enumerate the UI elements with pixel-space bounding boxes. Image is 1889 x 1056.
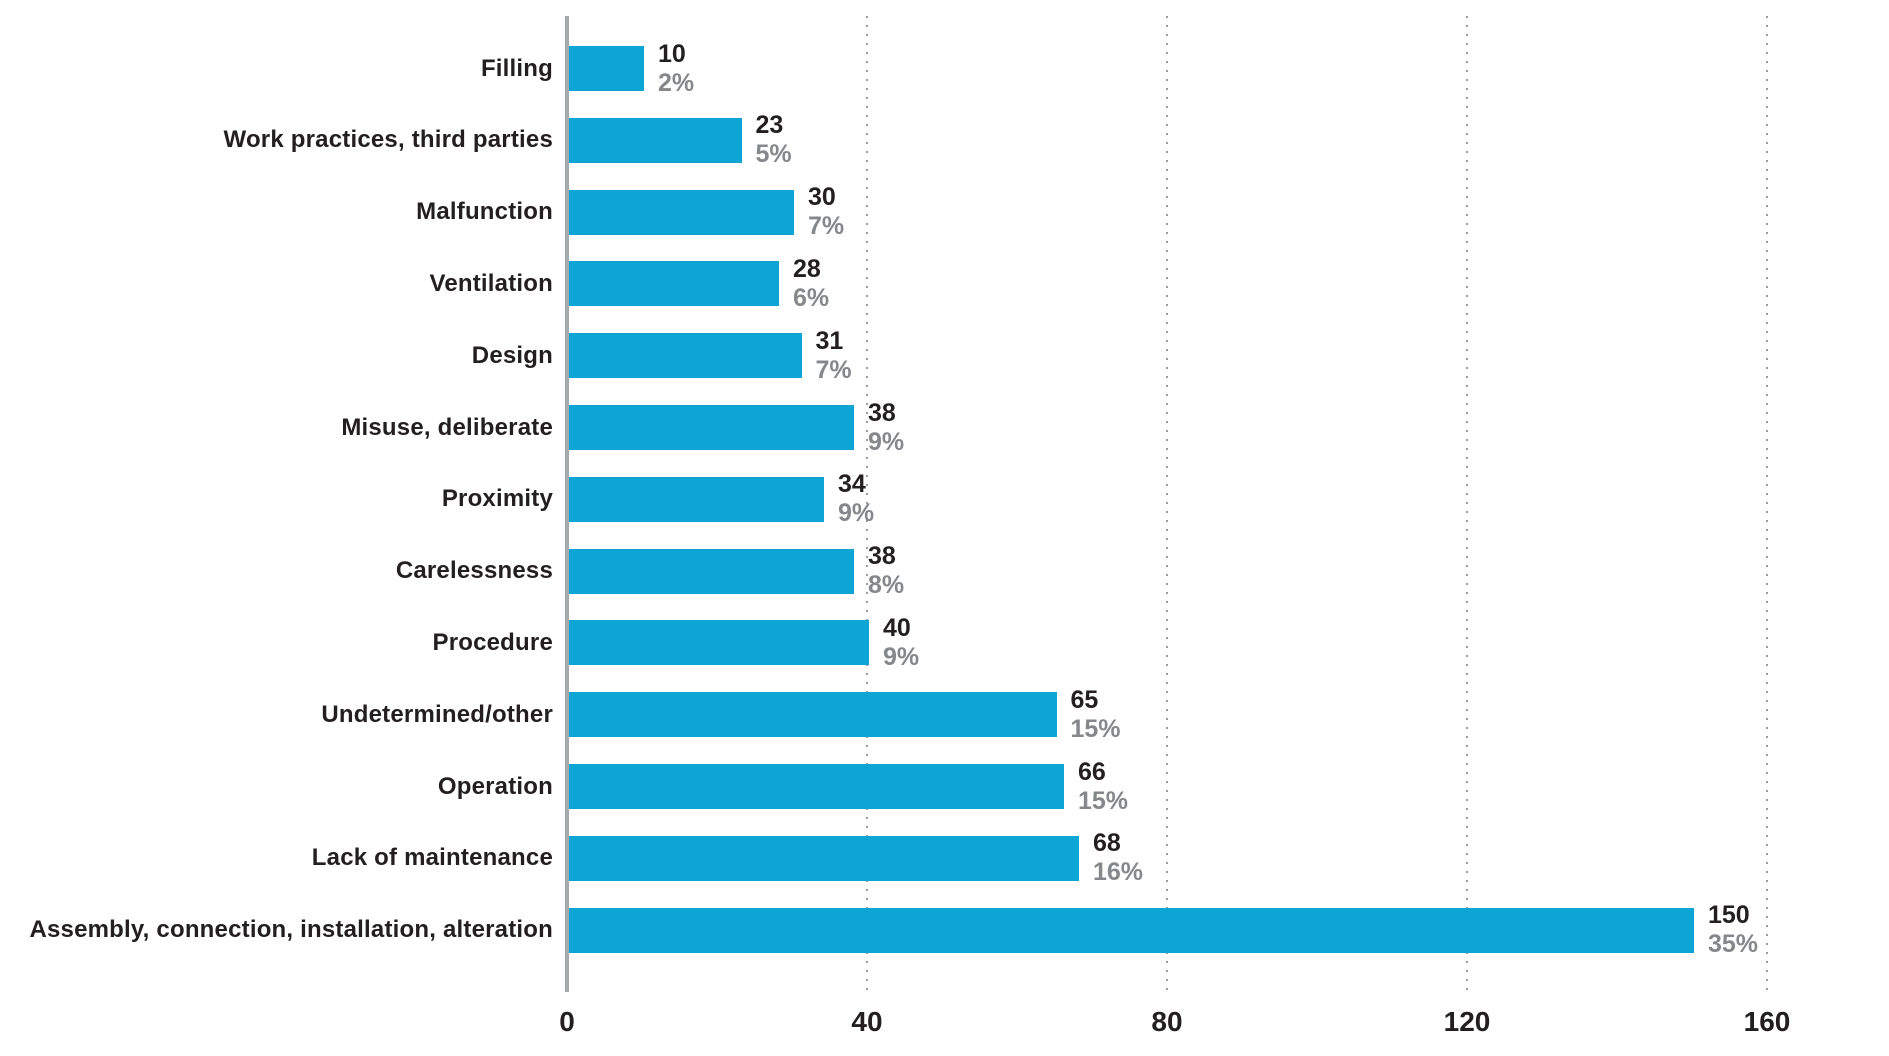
- category-label: Lack of maintenance: [311, 844, 553, 872]
- category-label: Ventilation: [429, 269, 553, 297]
- x-tick-label-0: 0: [559, 1006, 575, 1037]
- category-label: Operation: [437, 772, 553, 800]
- category-label: Work practices, third parties: [223, 126, 553, 154]
- bar-row: Filling 10 2%: [0, 40, 1889, 97]
- value-label-block: 40 9%: [883, 614, 919, 672]
- value-number: 38: [868, 542, 896, 571]
- bar-row: Misuse, deliberate 38 9%: [0, 399, 1889, 456]
- value-percent: 5%: [755, 140, 792, 169]
- category-label: Design: [471, 341, 553, 369]
- value-label-block: 23 5%: [756, 111, 792, 169]
- value-percent: 15%: [1078, 786, 1129, 815]
- bar: [569, 261, 779, 307]
- gridline-40: [866, 16, 868, 992]
- value-number: 38: [868, 398, 896, 427]
- x-tick-label-120: 120: [1443, 1006, 1491, 1037]
- value-number: 10: [658, 39, 686, 68]
- value-label-block: 65 15%: [1071, 686, 1121, 744]
- bar: [569, 548, 854, 594]
- category-label: Undetermined/other: [321, 700, 553, 728]
- bar-row: Malfunction 30 7%: [0, 183, 1889, 240]
- gridline-120: [1466, 16, 1468, 992]
- value-percent: 8%: [868, 571, 905, 600]
- value-percent: 15%: [1070, 714, 1121, 743]
- category-label: Assembly, connection, installation, alte…: [29, 916, 553, 944]
- bar-row: Operation 66 15%: [0, 758, 1889, 815]
- value-label-block: 66 15%: [1078, 758, 1128, 816]
- value-label-block: 34 9%: [838, 470, 874, 528]
- bar: [569, 620, 869, 666]
- bar-row: Assembly, connection, installation, alte…: [0, 901, 1889, 958]
- value-label-block: 38 9%: [868, 399, 904, 457]
- x-tick-label-40: 40: [851, 1006, 883, 1037]
- value-label-block: 28 6%: [793, 255, 829, 313]
- bar: [569, 907, 1694, 953]
- value-percent: 6%: [793, 283, 830, 312]
- value-number: 66: [1078, 757, 1106, 786]
- y-axis-line: [565, 16, 569, 992]
- bar-row: Proximity 34 9%: [0, 470, 1889, 527]
- value-number: 23: [755, 111, 784, 140]
- bar-row: Ventilation 28 6%: [0, 255, 1889, 312]
- value-number: 40: [883, 613, 911, 642]
- bar: [569, 476, 824, 522]
- value-number: 28: [793, 254, 821, 283]
- x-tick-label-160: 160: [1743, 1006, 1791, 1037]
- value-percent: 7%: [808, 212, 845, 241]
- bar-row: Lack of maintenance 68 16%: [0, 829, 1889, 886]
- bar: [569, 189, 794, 235]
- value-number: 65: [1070, 685, 1099, 714]
- value-percent: 9%: [838, 499, 875, 528]
- value-percent: 35%: [1708, 930, 1759, 959]
- category-label: Proximity: [441, 485, 553, 513]
- category-label: Malfunction: [416, 198, 553, 226]
- gridline-160: [1766, 16, 1768, 992]
- value-label-block: 68 16%: [1093, 829, 1143, 887]
- bar-row: Work practices, third parties 23 5%: [0, 111, 1889, 168]
- bar: [569, 835, 1079, 881]
- value-number: 150: [1708, 901, 1750, 930]
- category-label: Misuse, deliberate: [341, 413, 553, 441]
- category-label: Filling: [480, 54, 553, 82]
- value-percent: 7%: [815, 355, 852, 384]
- bar: [569, 692, 1057, 738]
- gridline-80: [1166, 16, 1168, 992]
- value-label-block: 30 7%: [808, 183, 844, 241]
- bar: [569, 46, 644, 91]
- value-percent: 2%: [658, 68, 695, 97]
- value-percent: 9%: [883, 642, 920, 671]
- value-number: 31: [815, 326, 844, 355]
- x-tick-label-80: 80: [1151, 1006, 1183, 1037]
- bar: [569, 117, 742, 163]
- category-label: Carelessness: [395, 557, 553, 585]
- bar: [569, 333, 802, 379]
- bar-row: Procedure 40 9%: [0, 614, 1889, 671]
- value-label-block: 31 7%: [816, 327, 852, 385]
- bar-row: Carelessness 38 8%: [0, 542, 1889, 599]
- bar-row: Undetermined/other 65 15%: [0, 686, 1889, 743]
- value-number: 30: [808, 183, 836, 212]
- category-label: Procedure: [432, 628, 553, 656]
- bar: [569, 405, 854, 450]
- value-label-block: 38 8%: [868, 542, 904, 600]
- value-number: 34: [838, 470, 866, 499]
- value-percent: 9%: [868, 427, 905, 456]
- value-percent: 16%: [1093, 858, 1144, 887]
- value-number: 68: [1093, 829, 1121, 858]
- value-label-block: 150 35%: [1708, 901, 1758, 959]
- value-label-block: 10 2%: [658, 40, 694, 98]
- bar-row: Design 31 7%: [0, 327, 1889, 384]
- bar: [569, 764, 1064, 809]
